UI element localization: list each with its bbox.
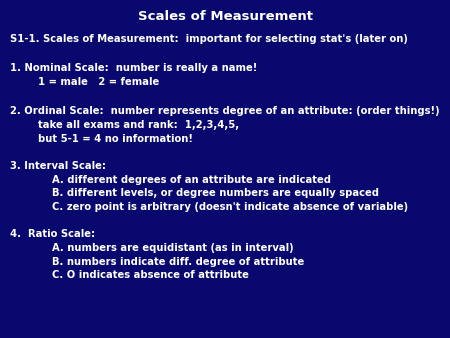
Text: B. different levels, or degree numbers are equally spaced: B. different levels, or degree numbers a…: [10, 188, 379, 198]
Text: 1 = male   2 = female: 1 = male 2 = female: [10, 77, 159, 87]
Text: 4.  Ratio Scale:: 4. Ratio Scale:: [10, 229, 95, 239]
Text: but 5-1 = 4 no information!: but 5-1 = 4 no information!: [10, 134, 193, 144]
Text: A. numbers are equidistant (as in interval): A. numbers are equidistant (as in interv…: [10, 243, 293, 253]
Text: A. different degrees of an attribute are indicated: A. different degrees of an attribute are…: [10, 175, 331, 185]
Text: 1. Nominal Scale:  number is really a name!: 1. Nominal Scale: number is really a nam…: [10, 63, 257, 73]
Text: S1-1. Scales of Measurement:  important for selecting stat's (later on): S1-1. Scales of Measurement: important f…: [10, 34, 408, 44]
Text: C. zero point is arbitrary (doesn't indicate absence of variable): C. zero point is arbitrary (doesn't indi…: [10, 202, 408, 212]
Text: Scales of Measurement: Scales of Measurement: [138, 10, 312, 23]
Text: C. O indicates absence of attribute: C. O indicates absence of attribute: [10, 270, 249, 280]
Text: 2. Ordinal Scale:  number represents degree of an attribute: (order things!): 2. Ordinal Scale: number represents degr…: [10, 106, 440, 116]
Text: 3. Interval Scale:: 3. Interval Scale:: [10, 161, 106, 171]
Text: B. numbers indicate diff. degree of attribute: B. numbers indicate diff. degree of attr…: [10, 257, 304, 267]
Text: take all exams and rank:  1,2,3,4,5,: take all exams and rank: 1,2,3,4,5,: [10, 120, 239, 130]
